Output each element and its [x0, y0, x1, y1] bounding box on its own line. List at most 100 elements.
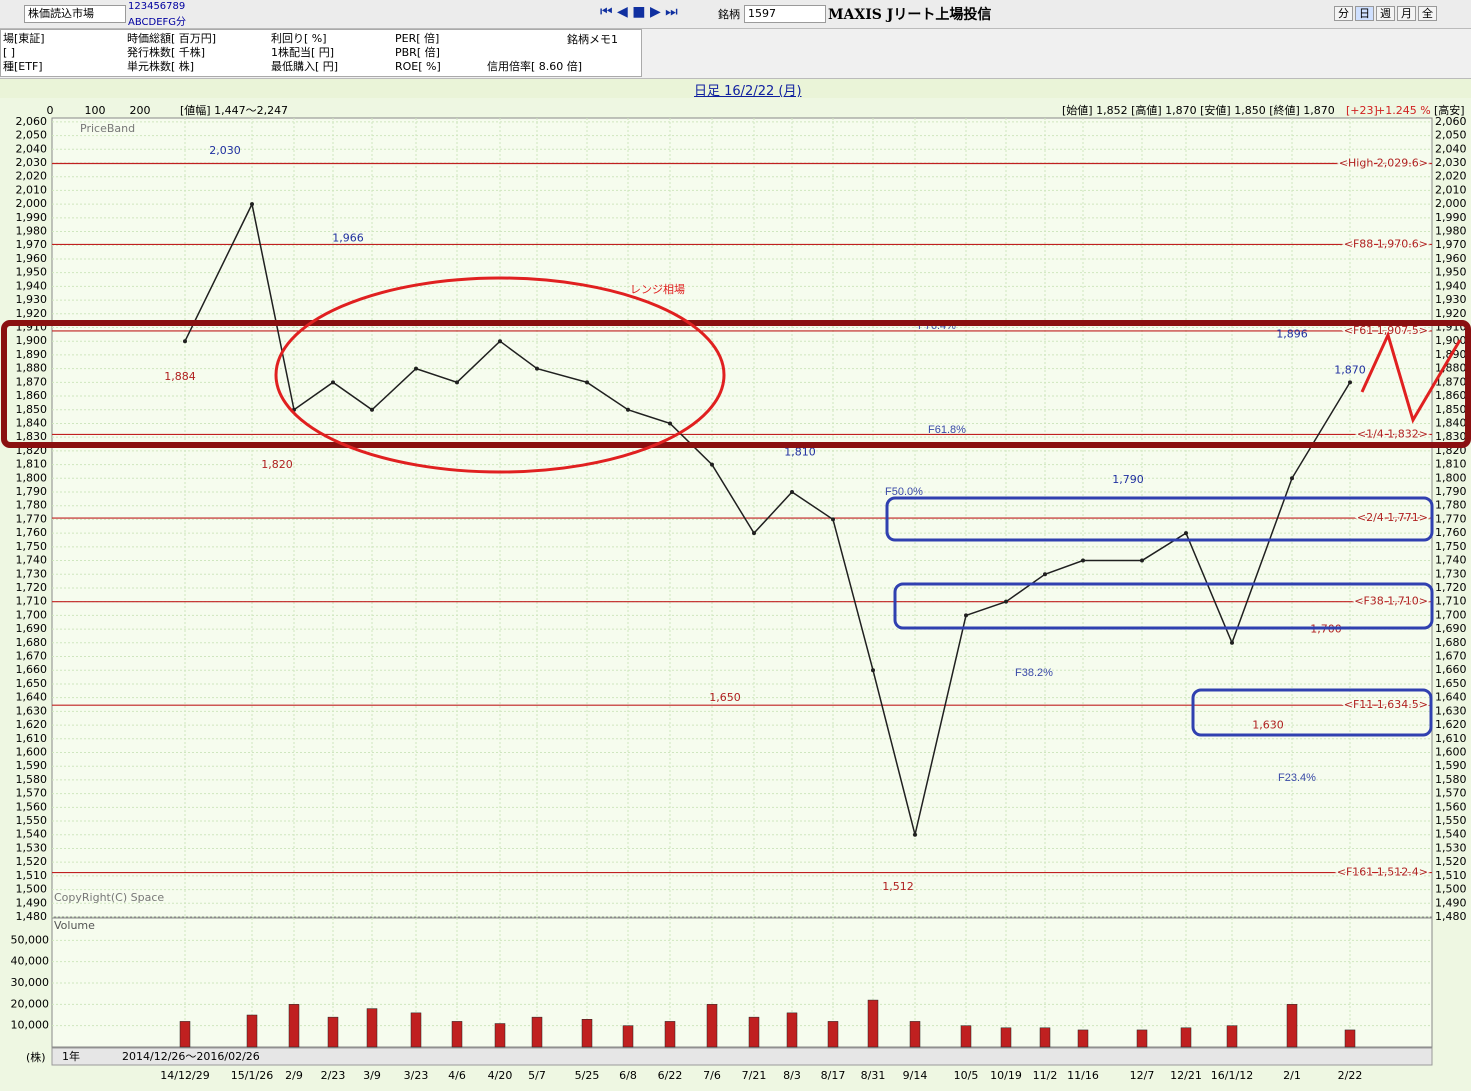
y-tick-label-right: 1,810 — [1435, 458, 1467, 471]
volume-bar — [327, 1016, 339, 1048]
y-tick-label: 1,580 — [16, 773, 48, 786]
y-tick-label: 1,770 — [16, 512, 48, 525]
y-tick-label-right: 1,800 — [1435, 471, 1467, 484]
y-tick-label: 1,750 — [16, 540, 48, 553]
volume-tick-label: 40,000 — [11, 955, 50, 968]
point-label: 2,030 — [209, 144, 241, 157]
point-label: 1,512 — [882, 880, 914, 893]
y-tick-label: 2,050 — [16, 129, 48, 142]
period-button[interactable]: 日 — [1355, 6, 1374, 21]
band-tick: 200 — [130, 104, 151, 117]
y-tick-label: 1,690 — [16, 622, 48, 635]
volume-bar — [1039, 1027, 1051, 1048]
y-tick-label: 1,840 — [16, 416, 48, 429]
y-tick-label: 1,540 — [16, 828, 48, 841]
x-tick-label: 12/7 — [1130, 1069, 1155, 1082]
info-item: 1株配当[ 円] — [271, 46, 335, 59]
volume-bar — [366, 1008, 378, 1048]
volume-tick-label: 30,000 — [11, 976, 50, 989]
y-tick-label-right: 1,680 — [1435, 636, 1467, 649]
y-tick-label: 1,640 — [16, 691, 48, 704]
info-item: 利回り[ %] — [271, 32, 327, 45]
y-tick-label: 1,980 — [16, 225, 48, 238]
info-item: [ ] — [3, 46, 16, 59]
nav-buttons[interactable]: ⏮ ◀ ■ ▶ ⏭ — [600, 4, 678, 20]
y-tick-label: 1,850 — [16, 403, 48, 416]
annotation: F23.4% — [1278, 772, 1316, 784]
annotation: F61.8% — [928, 424, 966, 436]
y-tick-label-right: 1,670 — [1435, 650, 1467, 663]
volume-bar — [288, 1004, 300, 1048]
toolbar: 株価読込市場 123456789 ABCDEFG分 ⏮ ◀ ■ ▶ ⏭ 銘柄 1… — [0, 0, 1471, 29]
period-button[interactable]: 分 — [1334, 6, 1353, 21]
y-tick-label: 1,900 — [16, 334, 48, 347]
y-tick-label-right: 1,780 — [1435, 499, 1467, 512]
x-tick-label: 5/25 — [575, 1069, 600, 1082]
point-label: 1,966 — [332, 232, 364, 245]
y-tick-label: 2,000 — [16, 197, 48, 210]
period-button[interactable]: 全 — [1418, 6, 1437, 21]
info-item: ROE[ %] — [395, 60, 441, 73]
y-tick-label: 1,860 — [16, 389, 48, 402]
price-point — [331, 380, 335, 385]
y-tick-label-right: 1,650 — [1435, 677, 1467, 690]
code-label: 銘柄 — [718, 8, 740, 21]
range-text: [値幅] 1,447～2,247 — [180, 104, 288, 117]
x-tick-label: 2/22 — [1338, 1069, 1363, 1082]
y-tick-label-right: 1,550 — [1435, 814, 1467, 827]
y-tick-label-right: 1,580 — [1435, 773, 1467, 786]
letters[interactable]: ABCDEFG分 — [128, 17, 187, 28]
box-23 — [1191, 688, 1433, 737]
x-tick-label: 6/8 — [619, 1069, 637, 1082]
y-tick-label-right: 1,520 — [1435, 855, 1467, 868]
volume-bar — [827, 1021, 839, 1048]
code-input[interactable]: 1597 — [744, 5, 826, 23]
chart-title[interactable]: 日足 16/2/22 (月) — [694, 84, 802, 99]
volume-bar — [1226, 1025, 1238, 1048]
period-button[interactable]: 月 — [1397, 6, 1416, 21]
x-tick-label: 3/9 — [363, 1069, 381, 1082]
volume-tick-label: 10,000 — [11, 1019, 50, 1032]
price-point — [752, 531, 756, 536]
y-tick-label: 1,620 — [16, 718, 48, 731]
priceband-label: PriceBand — [80, 122, 135, 135]
copyright: CopyRight(C) Space — [54, 891, 164, 904]
date-range: 2014/12/26～2016/02/26 — [122, 1050, 260, 1063]
y-tick-label: 1,600 — [16, 745, 48, 758]
right-header: [高安] — [1434, 103, 1465, 117]
y-tick-label-right: 1,840 — [1435, 416, 1467, 429]
annotation: F38.2% — [1015, 667, 1053, 679]
y-tick-label: 1,720 — [16, 581, 48, 594]
price-point — [1081, 558, 1085, 563]
annotation: F50.0% — [885, 486, 923, 498]
span[interactable]: 1年 — [62, 1049, 80, 1063]
reference-label: <F161 1,512.4> — [1337, 866, 1428, 879]
y-tick-label-right: 1,640 — [1435, 691, 1467, 704]
y-tick-label-right: 1,720 — [1435, 581, 1467, 594]
digits[interactable]: 123456789 — [128, 1, 186, 12]
y-tick-label: 1,940 — [16, 279, 48, 292]
y-tick-label: 1,560 — [16, 800, 48, 813]
y-tick-label-right: 1,760 — [1435, 526, 1467, 539]
reference-label: <F38 1,710> — [1354, 595, 1428, 608]
scrollbar[interactable] — [51, 1047, 1433, 1066]
x-tick-label: 5/7 — [528, 1069, 546, 1082]
box-38 — [893, 582, 1434, 630]
point-label: 1,810 — [784, 446, 816, 459]
y-tick-label-right: 1,540 — [1435, 828, 1467, 841]
y-tick-label-right: 1,860 — [1435, 389, 1467, 402]
info-item: 発行株数[ 千株] — [127, 46, 206, 59]
volume-bar — [1136, 1029, 1148, 1048]
range-box — [1, 320, 1471, 448]
point-label: 1,630 — [1252, 718, 1284, 731]
price-point — [831, 517, 835, 522]
y-tick-label-right: 1,990 — [1435, 211, 1467, 224]
period-button[interactable]: 週 — [1376, 6, 1395, 21]
y-tick-label: 1,700 — [16, 608, 48, 621]
y-tick-label-right: 1,710 — [1435, 595, 1467, 608]
memo[interactable]: 銘柄メモ1 — [567, 33, 618, 46]
reference-label: <1/4 1,832> — [1357, 427, 1428, 440]
y-tick-label: 1,500 — [16, 883, 48, 896]
y-tick-label: 1,510 — [16, 869, 48, 882]
market-select[interactable]: 株価読込市場 — [24, 5, 126, 23]
